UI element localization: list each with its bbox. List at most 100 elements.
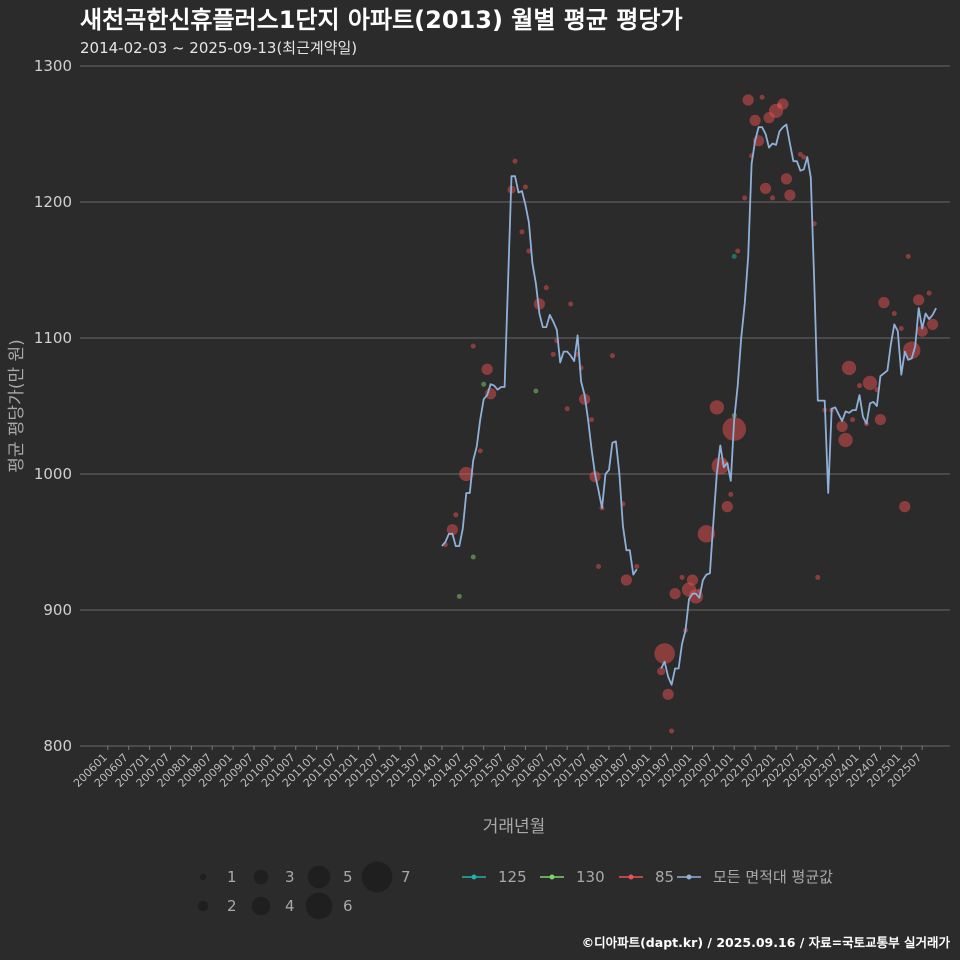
data-point-85 [838, 432, 853, 448]
x-axis-label: 거래년월 [483, 817, 546, 837]
data-point-85 [453, 512, 459, 518]
size-legend-marker [361, 861, 393, 893]
color-legend-label: 125 [498, 868, 527, 886]
data-point-85 [533, 298, 545, 310]
data-point-85 [898, 325, 904, 331]
size-legend-marker [197, 900, 209, 912]
data-point-85 [709, 400, 724, 415]
data-point-85 [657, 667, 666, 676]
size-legend-label: 7 [401, 868, 411, 886]
line-layer [441, 123, 937, 686]
y-tick-label: 1200 [34, 193, 72, 211]
caption: ©디아파트(dapt.kr) / 2025.09.16 / 자료=국토교통부 실… [582, 935, 951, 950]
grid-lines [80, 65, 950, 747]
size-legend-marker [307, 865, 331, 889]
data-point-85 [777, 98, 789, 110]
data-point-85 [512, 158, 518, 164]
data-point-85 [862, 375, 878, 391]
y-tick-label: 1100 [34, 329, 72, 347]
color-legend-label: 모든 면적대 평균값 [713, 868, 833, 886]
data-point-85 [857, 383, 863, 389]
data-point-85 [905, 253, 911, 259]
data-point-85 [522, 184, 528, 190]
data-point-85 [550, 351, 556, 357]
data-point-85 [564, 406, 570, 412]
data-point-85 [589, 417, 595, 423]
data-point-85 [749, 114, 761, 126]
data-point-85 [850, 417, 856, 423]
data-point-85 [526, 248, 532, 254]
y-tick-label: 1000 [34, 465, 72, 483]
size-legend-marker [251, 896, 271, 916]
data-point-85 [470, 343, 476, 349]
data-point-85 [679, 574, 685, 580]
y-tick-label: 1300 [34, 57, 72, 75]
data-point-85 [801, 154, 807, 160]
data-point-85 [669, 588, 681, 600]
data-point-85 [634, 563, 640, 569]
data-point-125 [731, 253, 737, 259]
size-legend-marker [305, 892, 333, 920]
data-point-85 [662, 688, 674, 700]
data-point-85 [841, 360, 857, 376]
data-point-85 [654, 643, 675, 664]
data-point-85 [721, 501, 733, 513]
data-point-85 [759, 182, 772, 194]
data-point-85 [899, 501, 911, 513]
data-point-85 [609, 353, 615, 359]
data-point-85 [836, 420, 848, 432]
data-point-85 [759, 94, 765, 100]
color-legend-label: 130 [576, 868, 605, 886]
data-point-85 [735, 248, 741, 254]
data-point-85 [926, 290, 932, 296]
data-point-85 [927, 318, 939, 330]
data-point-85 [596, 563, 602, 569]
data-point-85 [913, 294, 925, 306]
size-legend-label: 2 [227, 897, 237, 915]
legend: 1 2 3 4 5 6 7 125 130 85 모든 면적대 평균값 [197, 861, 833, 920]
color-legend-marker [549, 874, 555, 880]
size-legend-label: 1 [227, 868, 237, 886]
data-point-85 [742, 195, 748, 201]
data-point-85 [697, 525, 716, 543]
size-legend-label: 6 [343, 897, 353, 915]
x-tick-labels: 2006012006072007012007072008012008072009… [71, 746, 924, 790]
data-point-85 [481, 363, 493, 375]
color-legend-marker [686, 874, 692, 880]
data-point-85 [916, 325, 928, 337]
y-axis-label: 평균 평당가(만 원) [7, 339, 27, 473]
data-point-85 [770, 195, 776, 201]
data-point-130 [456, 593, 462, 599]
data-point-85 [568, 301, 574, 307]
data-point-85 [711, 457, 730, 475]
data-point-130 [533, 388, 539, 394]
color-legend-marker [471, 874, 477, 880]
data-point-85 [543, 285, 549, 291]
data-point-130 [481, 381, 487, 387]
color-legend-label: 85 [655, 868, 674, 886]
data-point-85 [519, 229, 525, 235]
y-tick-label: 900 [43, 601, 72, 619]
size-legend-marker [199, 873, 207, 881]
chart-title: 새천곡한신휴플러스1단지 아파트(2013) 월별 평균 평당가 [80, 6, 683, 34]
data-point-85 [742, 94, 754, 106]
data-point-85 [780, 173, 793, 185]
data-point-85 [686, 574, 699, 586]
size-legend-label: 3 [285, 868, 295, 886]
data-point-130 [470, 554, 476, 560]
data-point-85 [620, 574, 632, 586]
y-tick-label: 800 [43, 737, 72, 755]
data-point-85 [784, 189, 796, 201]
data-point-85 [815, 574, 821, 580]
size-legend-label: 4 [285, 897, 295, 915]
data-point-85 [797, 151, 803, 157]
y-tick-labels: 800 900 1000 1100 1200 1300 [34, 57, 72, 755]
size-legend-label: 5 [343, 868, 353, 886]
color-legend-marker [628, 874, 634, 880]
data-point-85 [477, 448, 483, 454]
data-point-85 [459, 466, 474, 482]
average-line [660, 123, 937, 686]
data-point-85 [874, 414, 887, 426]
data-point-85 [728, 491, 734, 497]
